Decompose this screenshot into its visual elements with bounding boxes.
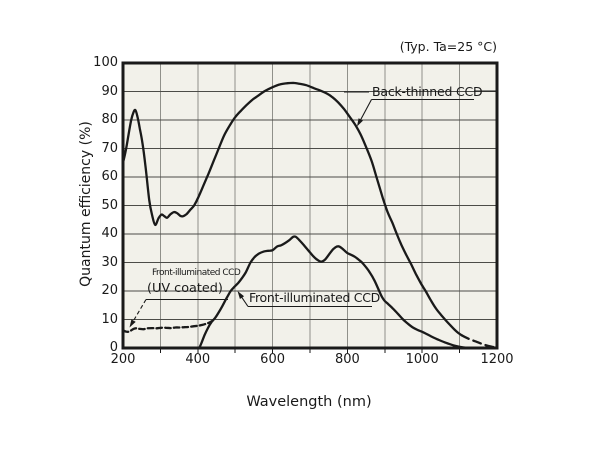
- front-illuminated-ccd-label: Front-illuminated CCD: [249, 290, 380, 305]
- condition-annotation: (Typ. Ta=25 °C): [399, 39, 497, 54]
- y-tick-label: 30: [101, 254, 118, 270]
- uv-coated-label-line1: Front-illuminated CCD: [152, 268, 241, 278]
- grid-lines: [123, 63, 497, 353]
- x-tick-label: 600: [260, 352, 285, 367]
- y-tick-label: 100: [93, 55, 118, 70]
- curve-front-illuminated-ccd-uv-coated-: [121, 317, 217, 333]
- x-tick-label: 400: [185, 352, 211, 367]
- y-tick-label: 40: [101, 226, 118, 241]
- callout-leader-lines: [129, 90, 497, 328]
- curve-front-illuminated-ccd: [198, 235, 468, 350]
- x-axis-title: Wavelength (nm): [246, 394, 372, 410]
- y-tick-label: 60: [101, 169, 118, 184]
- x-tick-label: 200: [110, 352, 136, 367]
- y-tick-label: 0: [109, 340, 118, 355]
- y-tick-label: 70: [101, 140, 118, 156]
- curve-back-thinned-ccd-dashed-tail-: [460, 334, 498, 349]
- x-tick-label: 1200: [480, 352, 514, 367]
- uv-coated-label-line2: (UV coated): [147, 281, 223, 296]
- y-tick-label: 90: [101, 83, 118, 99]
- y-tick-label: 50: [101, 197, 118, 213]
- y-tick-label: 80: [101, 112, 118, 127]
- x-tick-label: 800: [334, 352, 360, 367]
- curve-back-thinned-ccd: [121, 81, 463, 337]
- x-tick-label: 1000: [405, 352, 439, 367]
- plot-frame: [121, 61, 499, 350]
- back-thinned-ccd-label: Back-thinned CCD: [372, 84, 483, 99]
- y-tick-label: 20: [101, 283, 118, 298]
- y-tick-label: 10: [101, 311, 118, 327]
